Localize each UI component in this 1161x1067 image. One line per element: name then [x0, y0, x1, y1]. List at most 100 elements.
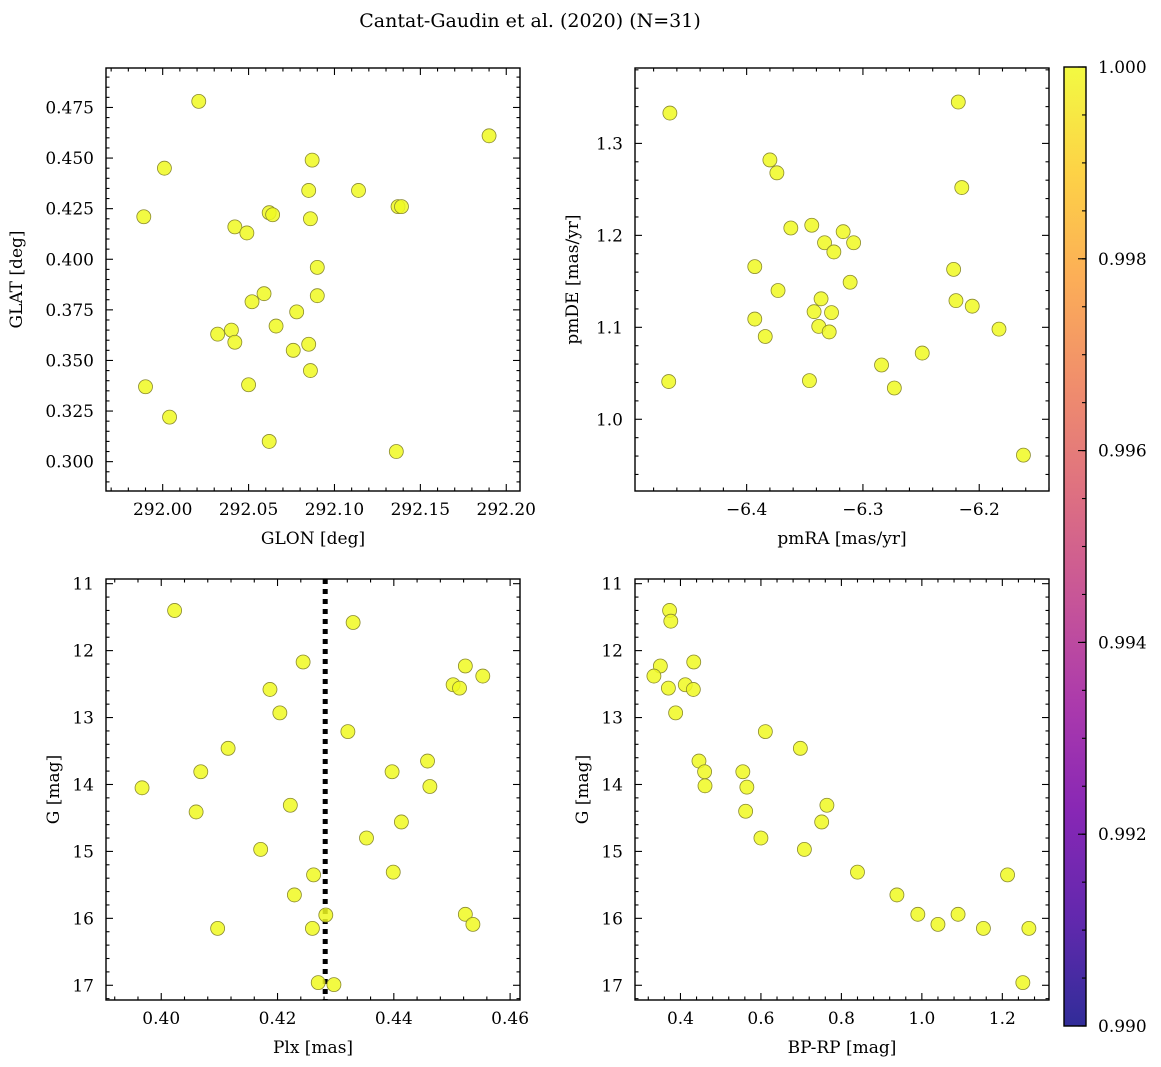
- y-axis-label: pmDE [mas/yr]: [563, 214, 583, 344]
- data-point: [193, 764, 209, 780]
- data-point: [393, 814, 409, 830]
- x-tick-label: −6.4: [726, 500, 767, 520]
- data-point: [914, 345, 930, 361]
- data-point: [345, 615, 361, 630]
- data-point: [303, 211, 318, 227]
- y-tick-label: 0.450: [45, 149, 94, 169]
- data-point: [954, 180, 970, 195]
- data-point: [770, 283, 786, 298]
- data-point: [340, 724, 356, 740]
- data-point: [950, 906, 966, 922]
- colorbar-tick-label: 1.000: [1098, 58, 1147, 78]
- data-point: [465, 916, 481, 932]
- x-tick-label: 292.15: [391, 500, 450, 520]
- colorbar-tick-label: 0.994: [1098, 633, 1147, 653]
- y-axis-label: GLAT [deg]: [7, 230, 27, 328]
- x-tick-label: 0.44: [375, 1009, 413, 1029]
- data-point: [452, 680, 467, 696]
- data-point: [306, 867, 321, 883]
- y-tick-label: 12: [72, 642, 94, 662]
- data-point: [1021, 920, 1037, 936]
- y-tick-label: 0.475: [45, 98, 94, 118]
- data-point: [385, 864, 401, 880]
- data-point: [769, 165, 785, 181]
- data-point: [138, 379, 153, 395]
- data-point: [1016, 447, 1031, 463]
- data-point: [268, 318, 284, 334]
- data-point: [661, 374, 677, 389]
- data-point: [686, 654, 702, 670]
- data-point: [289, 304, 305, 320]
- data-point: [157, 160, 172, 176]
- data-point: [814, 814, 830, 830]
- data-point: [889, 887, 905, 903]
- data-point: [739, 779, 755, 795]
- data-point: [846, 235, 862, 251]
- y-tick-label: 15: [601, 842, 623, 862]
- data-point: [457, 658, 473, 674]
- data-point: [326, 977, 342, 993]
- x-axis-label: pmRA [mas/yr]: [777, 529, 906, 549]
- data-point: [646, 668, 662, 684]
- x-tick-label: 292.00: [133, 500, 192, 520]
- data-point: [835, 224, 851, 240]
- data-point: [295, 654, 311, 670]
- axes-frame: [105, 578, 521, 1001]
- data-point: [220, 740, 236, 756]
- y-tick-label: 0.375: [45, 301, 94, 321]
- data-point: [802, 373, 817, 389]
- y-tick-label: 0.425: [45, 200, 94, 220]
- data-point: [1000, 867, 1015, 883]
- data-point: [244, 294, 260, 310]
- data-point: [304, 152, 320, 168]
- y-tick-label: 1.2: [596, 226, 623, 246]
- colorbar-tick-label: 0.996: [1098, 442, 1147, 462]
- data-point: [826, 244, 842, 260]
- data-point: [738, 803, 754, 819]
- data-point: [660, 680, 676, 696]
- data-point: [261, 434, 277, 449]
- data-point: [783, 220, 799, 236]
- x-tick-label: 292.10: [305, 500, 364, 520]
- data-point: [697, 764, 713, 780]
- data-point: [910, 906, 926, 922]
- data-point: [420, 753, 435, 769]
- colorbar-tick-label: 0.992: [1098, 825, 1147, 845]
- glon-glat-panel: 292.00 292.05 292.10 292.15 292.20 0.300 0.325…: [7, 67, 536, 549]
- y-tick-label: 0.350: [45, 351, 94, 371]
- x-tick-label: 0.46: [491, 1009, 529, 1029]
- y-tick-label: 1.1: [596, 318, 623, 338]
- y-tick-label: 0.400: [45, 250, 94, 270]
- data-point: [762, 152, 778, 168]
- data-point: [747, 259, 763, 275]
- data-point: [481, 128, 497, 144]
- y-tick-label: 16: [601, 909, 623, 929]
- data-point: [282, 797, 298, 813]
- data-point: [359, 830, 374, 846]
- data-point: [388, 444, 404, 459]
- data-point: [697, 778, 713, 794]
- data-point: [210, 920, 226, 936]
- data-point: [842, 274, 858, 290]
- data-point: [210, 326, 226, 342]
- data-point: [191, 93, 207, 109]
- data-point: [309, 259, 325, 275]
- y-tick-label: 0.300: [45, 453, 94, 473]
- data-point: [188, 804, 204, 820]
- data-point: [796, 842, 812, 857]
- x-tick-label: −6.3: [842, 500, 883, 520]
- data-point: [265, 207, 281, 223]
- data-point: [272, 705, 288, 721]
- data-point: [309, 288, 325, 304]
- data-point: [1015, 975, 1031, 990]
- data-point: [241, 377, 256, 393]
- y-tick-label: 1.0: [596, 410, 623, 430]
- data-point: [136, 209, 152, 225]
- data-point: [685, 682, 701, 697]
- data-point: [663, 613, 679, 629]
- data-point: [318, 907, 334, 923]
- x-tick-label: −6.2: [959, 500, 1000, 520]
- data-point: [819, 797, 835, 813]
- data-point: [134, 780, 150, 796]
- x-tick-label: 0.6: [747, 1009, 774, 1029]
